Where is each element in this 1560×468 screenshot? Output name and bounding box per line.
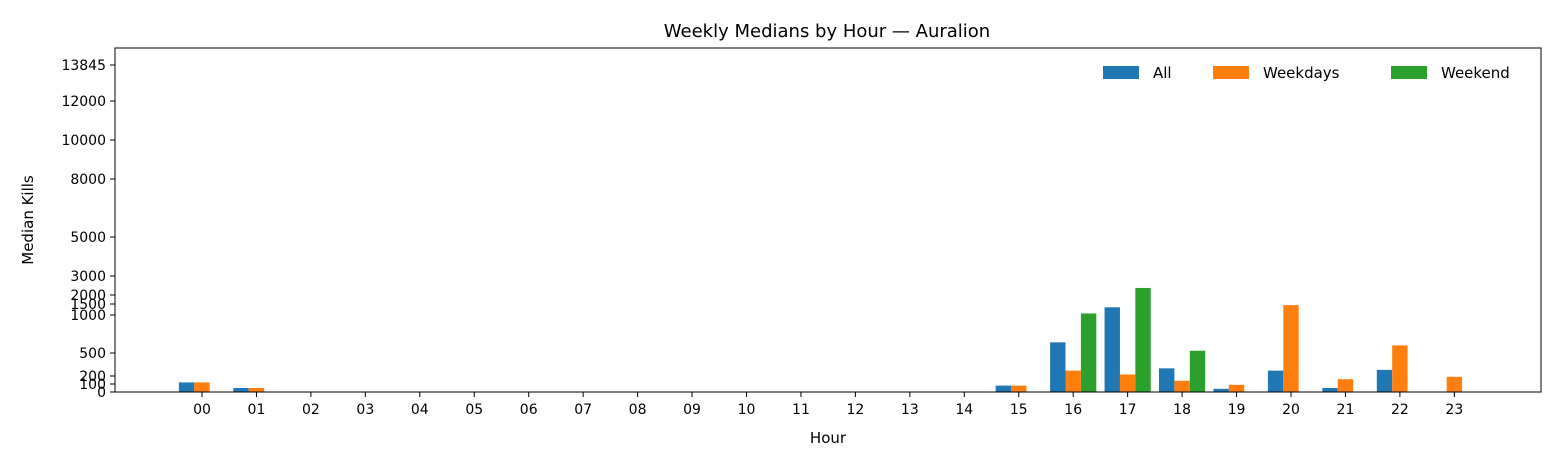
x-tick-label: 04 [411, 402, 429, 418]
x-tick-label: 23 [1445, 402, 1463, 418]
x-tick-label: 09 [683, 402, 701, 418]
bar-all-18 [1159, 368, 1175, 392]
x-tick-label: 00 [193, 402, 211, 418]
bar-all-16 [1050, 342, 1066, 392]
x-tick-label: 14 [955, 402, 973, 418]
x-axis-label: Hour [810, 429, 847, 447]
bar-weekend-17 [1135, 287, 1151, 392]
legend-label-weekdays: Weekdays [1263, 64, 1340, 82]
bar-weekend-18 [1189, 350, 1206, 392]
axes-frame [114, 47, 1542, 393]
x-tick-label: 07 [574, 402, 592, 418]
y-tick-label: 200 [79, 369, 106, 385]
x-tick-label: 05 [465, 402, 483, 418]
x-tick-label: 15 [1010, 402, 1028, 418]
bar-weekdays-22 [1392, 345, 1408, 392]
bar-weekdays-21 [1337, 379, 1354, 392]
x-tick-label: 20 [1282, 402, 1300, 418]
legend: All Weekdays Weekend [1103, 64, 1510, 82]
bar-all-00 [178, 382, 195, 392]
x-tick-label: 21 [1337, 402, 1355, 418]
x-tick-label: 17 [1119, 402, 1137, 418]
bar-weekend-16 [1080, 313, 1097, 392]
y-tick-label: 1500 [70, 297, 106, 313]
bar-weekdays-23 [1446, 376, 1463, 392]
bar-all-19 [1213, 388, 1229, 392]
y-tick-label: 13845 [61, 58, 106, 74]
y-tick-label: 2000 [70, 288, 106, 304]
legend-swatch-weekdays [1213, 66, 1249, 79]
bar-weekdays-00 [194, 382, 210, 392]
bar-all-22 [1376, 369, 1393, 392]
x-tick-label: 02 [302, 402, 320, 418]
legend-swatch-weekend [1391, 66, 1427, 79]
bar-weekdays-01 [248, 388, 265, 392]
x-tick-label: 10 [738, 402, 756, 418]
y-tick-label: 1000 [70, 308, 106, 324]
y-tick-label: 3000 [70, 269, 106, 285]
y-tick-label: 0 [97, 385, 106, 401]
y-tick-label: 5000 [70, 230, 106, 246]
bar-weekdays-18 [1174, 380, 1190, 392]
x-tick-label: 19 [1228, 402, 1246, 418]
x-tick-label: 22 [1391, 402, 1409, 418]
plot-area [178, 287, 1463, 392]
bar-all-15 [995, 385, 1012, 392]
bar-weekdays-19 [1228, 384, 1245, 392]
x-tick-label: 16 [1064, 402, 1082, 418]
bar-all-17 [1104, 307, 1120, 392]
y-tick-label: 12000 [61, 94, 106, 110]
bar-all-21 [1322, 388, 1338, 392]
y-tick-label: 10000 [61, 133, 106, 149]
y-tick-label: 8000 [70, 172, 106, 188]
x-tick-label: 11 [792, 402, 810, 418]
legend-swatch-all [1103, 66, 1139, 79]
x-tick-label: 18 [1173, 402, 1191, 418]
y-axis-label: Median Kills [19, 175, 37, 265]
x-tick-label: 12 [846, 402, 864, 418]
x-axis: 00 01 02 03 04 05 06 07 08 09 10 11 12 13 14 15 16 17 18 19… [193, 392, 1463, 418]
bar-weekdays-20 [1283, 305, 1299, 392]
legend-label-all: All [1153, 64, 1172, 82]
y-tick-label: 500 [79, 346, 106, 362]
x-tick-label: 06 [520, 402, 538, 418]
x-tick-label: 03 [356, 402, 374, 418]
legend-label-weekend: Weekend [1441, 64, 1510, 82]
bar-weekdays-16 [1065, 370, 1081, 392]
bar-weekdays-15 [1011, 385, 1027, 392]
x-tick-label: 01 [248, 402, 266, 418]
bar-weekdays-17 [1119, 374, 1136, 392]
bar-all-20 [1267, 370, 1284, 392]
y-tick-label: 100 [79, 377, 106, 393]
chart-title: Weekly Medians by Hour — Auralion [664, 21, 990, 42]
x-tick-label: 08 [629, 402, 647, 418]
x-tick-label: 13 [901, 402, 919, 418]
bar-all-01 [233, 388, 249, 392]
